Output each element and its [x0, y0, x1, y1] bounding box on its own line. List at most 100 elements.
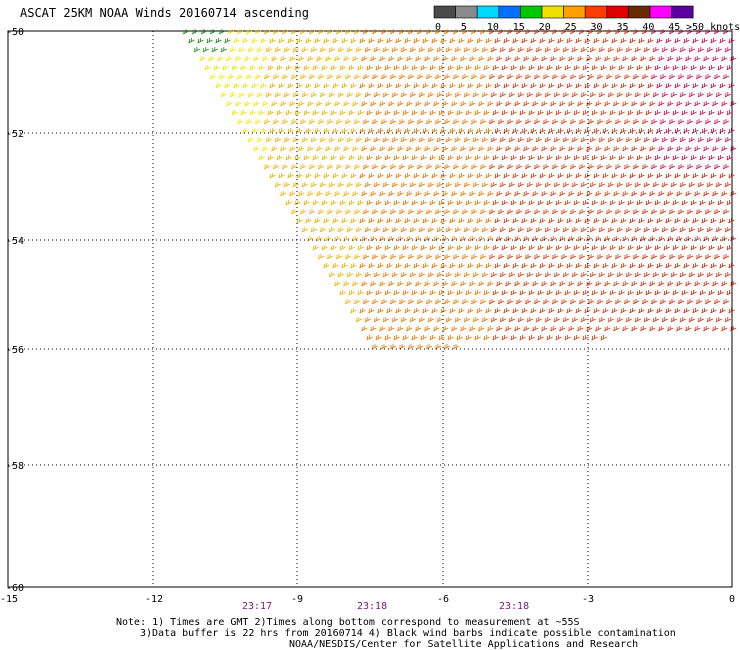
wind-barb — [343, 146, 350, 152]
wind-barb — [598, 47, 605, 53]
wind-barb — [613, 326, 620, 332]
wind-barb — [622, 146, 629, 152]
wind-barb — [652, 92, 659, 98]
wind-barb — [645, 65, 652, 71]
wind-barb — [688, 182, 695, 188]
wind-barb — [589, 137, 596, 143]
wind-barb — [494, 218, 501, 224]
wind-barb — [726, 200, 733, 206]
legend-swatch — [584, 5, 608, 19]
wind-barb — [587, 254, 595, 260]
wind-barb — [463, 182, 470, 188]
wind-barb — [488, 299, 496, 305]
wind-barb — [377, 218, 384, 224]
wind-barb — [661, 47, 668, 53]
wind-barb — [438, 245, 445, 251]
wind-barb — [622, 236, 629, 242]
wind-barb — [609, 245, 616, 251]
wind-barb — [659, 74, 667, 80]
wind-barb — [341, 263, 348, 269]
wind-barb — [456, 155, 463, 161]
wind-barb — [550, 326, 557, 332]
wind-barb — [407, 344, 415, 350]
wind-barb — [445, 227, 452, 233]
wind-barb — [479, 119, 487, 125]
wind-barb — [283, 137, 290, 143]
wind-barb — [539, 308, 546, 314]
wind-barb — [568, 101, 575, 107]
wind-barb — [501, 155, 508, 161]
wind-barb — [695, 119, 703, 125]
wind-barb — [553, 227, 560, 233]
wind-barb — [721, 146, 728, 152]
wind-barb — [575, 38, 582, 44]
wind-barb — [616, 137, 623, 143]
wind-barb — [614, 209, 622, 215]
wind-barb — [341, 173, 348, 179]
wind-barb — [499, 272, 506, 278]
wind-barb — [470, 299, 478, 305]
wind-barb — [386, 173, 393, 179]
wind-barb — [643, 272, 650, 278]
wind-barb — [532, 326, 539, 332]
wind-barb — [312, 245, 319, 251]
wind-barb — [330, 200, 337, 206]
wind-barb — [605, 74, 613, 80]
wind-barb — [533, 74, 541, 80]
wind-barb — [299, 164, 307, 170]
wind-barb — [247, 137, 254, 143]
wind-barb — [631, 146, 638, 152]
wind-barb — [717, 110, 724, 116]
wind-barb — [474, 155, 481, 161]
wind-barb — [632, 254, 640, 260]
wind-barb — [406, 281, 413, 287]
wind-barb — [424, 281, 431, 287]
wind-barb — [418, 317, 425, 323]
wind-barb — [393, 200, 400, 206]
wind-barb — [330, 245, 337, 251]
wind-barb — [526, 317, 533, 323]
wind-barb — [564, 335, 571, 341]
wind-barb — [379, 281, 386, 287]
wind-barb — [346, 47, 353, 53]
wind-barb — [398, 164, 406, 170]
wind-barb — [692, 173, 699, 179]
wind-barb — [634, 317, 641, 323]
wind-barb — [686, 74, 694, 80]
wind-barb — [713, 254, 721, 260]
wind-barb — [422, 83, 429, 89]
wind-barb — [515, 209, 523, 215]
wind-barb — [361, 101, 368, 107]
wind-barb — [622, 191, 629, 197]
wind-barb — [429, 200, 436, 206]
wind-barb — [278, 128, 285, 134]
wind-barb — [544, 182, 551, 188]
wind-barb — [613, 146, 620, 152]
wind-barb — [685, 101, 692, 107]
wind-barb — [461, 299, 469, 305]
wind-barb — [650, 119, 658, 125]
wind-barb — [481, 137, 488, 143]
wind-barb — [676, 146, 683, 152]
wind-barb — [566, 218, 573, 224]
wind-barb — [434, 254, 442, 260]
wind-barb — [568, 281, 575, 287]
wind-barb — [649, 146, 656, 152]
wind-barb — [688, 317, 695, 323]
wind-barb — [299, 29, 307, 35]
wind-barb — [512, 38, 519, 44]
wind-barb — [492, 290, 499, 296]
wind-barb — [600, 245, 607, 251]
wind-barb — [690, 245, 697, 251]
wind-barb — [614, 29, 622, 35]
wind-barb — [310, 227, 317, 233]
wind-barb — [429, 290, 436, 296]
wind-barb — [449, 218, 456, 224]
wind-barb — [461, 164, 469, 170]
wind-barb — [474, 335, 481, 341]
wind-barb — [359, 128, 366, 134]
wind-barb — [677, 119, 685, 125]
wind-barb — [728, 218, 735, 224]
wind-barb — [231, 65, 238, 71]
wind-barb — [272, 29, 280, 35]
